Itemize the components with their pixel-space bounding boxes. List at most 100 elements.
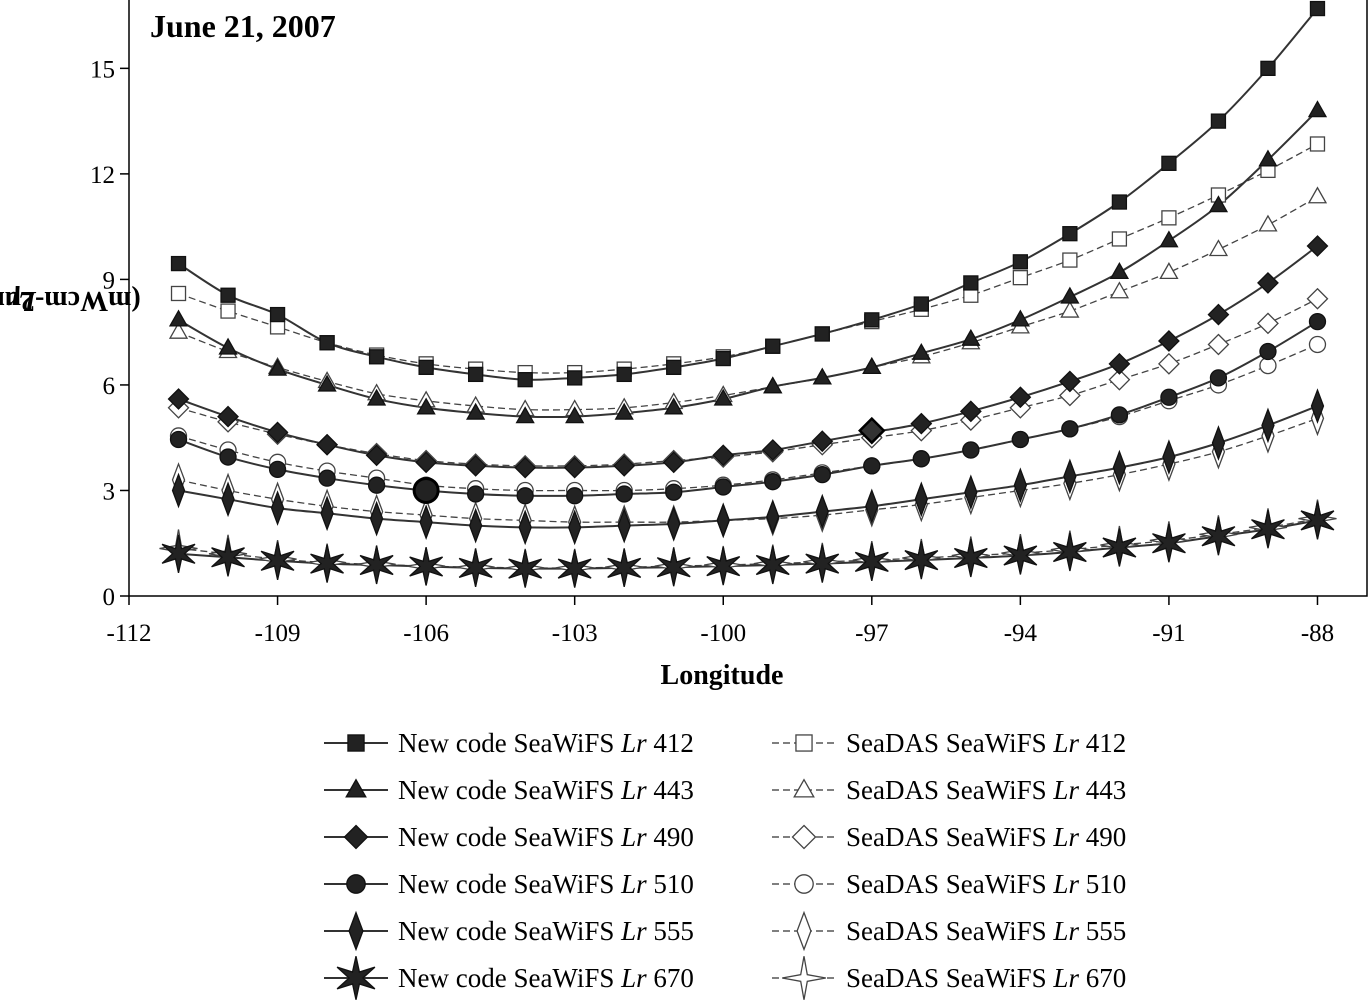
data-point [269,306,286,323]
data-point [706,546,741,586]
legend-item: SeaDAS SeaWiFS Lr 670 [770,955,1126,1001]
x-tick-label: -94 [1004,620,1038,647]
data-point [1307,186,1328,204]
legend-swatch-marker [343,824,369,850]
data-point [359,545,394,585]
legend: New code SeaWiFS Lr 412 New code SeaWiFS … [322,720,1192,1000]
data-point [1306,235,1329,257]
data-point [811,430,834,453]
legend-swatch-marker [796,910,812,952]
data-point [1309,0,1326,17]
x-tick-label: -103 [552,620,598,647]
data-point [614,402,634,420]
data-point [1257,272,1279,294]
legend-label-prefix: New code SeaWiFS [398,868,622,899]
data-point [171,472,186,509]
legend-label-prefix: New code SeaWiFS [398,915,622,946]
data-point [1063,458,1077,495]
legend-swatch [324,734,388,752]
legend-label-band: 670 [646,962,694,993]
legend-label-symbol: Lr [1053,774,1079,805]
data-point [765,338,781,354]
data-point [1108,368,1131,391]
legend-swatch [324,778,388,798]
y-tick-label: 12 [90,162,115,189]
data-point [1257,312,1279,335]
data-point [318,469,336,487]
legend-swatch [772,778,836,798]
data-point [1058,384,1081,407]
y-axis-label-unit: (mWcm-2µm-1sr-1) [0,285,141,316]
data-point [219,448,237,466]
legend-item: New code SeaWiFS Lr 555 [322,908,694,954]
legend-label-band: 490 [1078,821,1127,852]
highlight-point [858,416,886,445]
data-point [514,456,537,479]
series-line [178,519,1318,570]
data-point [662,451,685,474]
data-point [1061,420,1079,438]
legend-label-band: 490 [646,821,694,852]
data-point [964,474,978,511]
data-point [1201,517,1236,556]
data-point [1058,370,1081,393]
data-point [368,349,385,365]
data-point [161,534,196,573]
data-point [464,454,487,477]
data-point [667,506,681,542]
legend-label-symbol: Lr [1053,868,1079,899]
legend-label-symbol: Lr [1053,962,1079,993]
data-point [1258,214,1278,232]
x-tick-label: -100 [700,620,746,647]
data-point [1159,230,1179,248]
data-point [266,421,289,444]
legend-swatch-marker [782,956,826,1000]
legend-swatch [772,824,836,850]
plot-frame [128,0,1368,597]
data-point [1110,406,1129,424]
legend-label-symbol: Lr [621,868,647,899]
y-tick-label: 15 [90,56,115,83]
data-point [268,460,287,479]
legend-label-prefix: SeaDAS SeaWiFS [846,962,1054,993]
y-tick-label: 9 [103,267,116,294]
data-point [419,504,433,540]
legend-label-symbol: Lr [621,774,647,805]
data-point [458,548,493,588]
legend-label-band: 670 [1078,962,1127,993]
data-point [221,481,235,518]
legend-label-symbol: Lr [621,821,647,852]
data-point [319,335,335,351]
data-point [764,473,782,491]
legend-label-prefix: New code SeaWiFS [398,821,622,852]
data-point [563,456,586,479]
legend-label-band: 443 [1078,774,1127,805]
legend-label-symbol: Lr [1053,821,1079,852]
data-point [1300,501,1335,540]
data-point [317,374,337,392]
data-point [169,430,188,449]
legend-swatch [772,734,836,752]
data-point [913,296,929,312]
data-point [1152,524,1186,563]
data-point [962,441,980,459]
data-point [664,397,684,415]
data-point [1111,231,1128,247]
data-point [1207,303,1230,326]
legend-label-symbol: Lr [621,962,647,993]
data-point [607,548,642,588]
data-point [813,465,831,484]
data-point [1162,439,1176,475]
data-point [656,548,691,587]
data-point [1309,136,1326,152]
data-point [763,376,783,394]
data-point [557,549,592,588]
data-point [1258,149,1278,167]
data-point [854,542,889,582]
series-line [178,196,1318,411]
legend-label-symbol: Lr [1053,915,1079,946]
data-point [320,495,334,532]
data-point [516,487,534,505]
data-point [904,540,939,580]
data-point [1158,352,1180,375]
